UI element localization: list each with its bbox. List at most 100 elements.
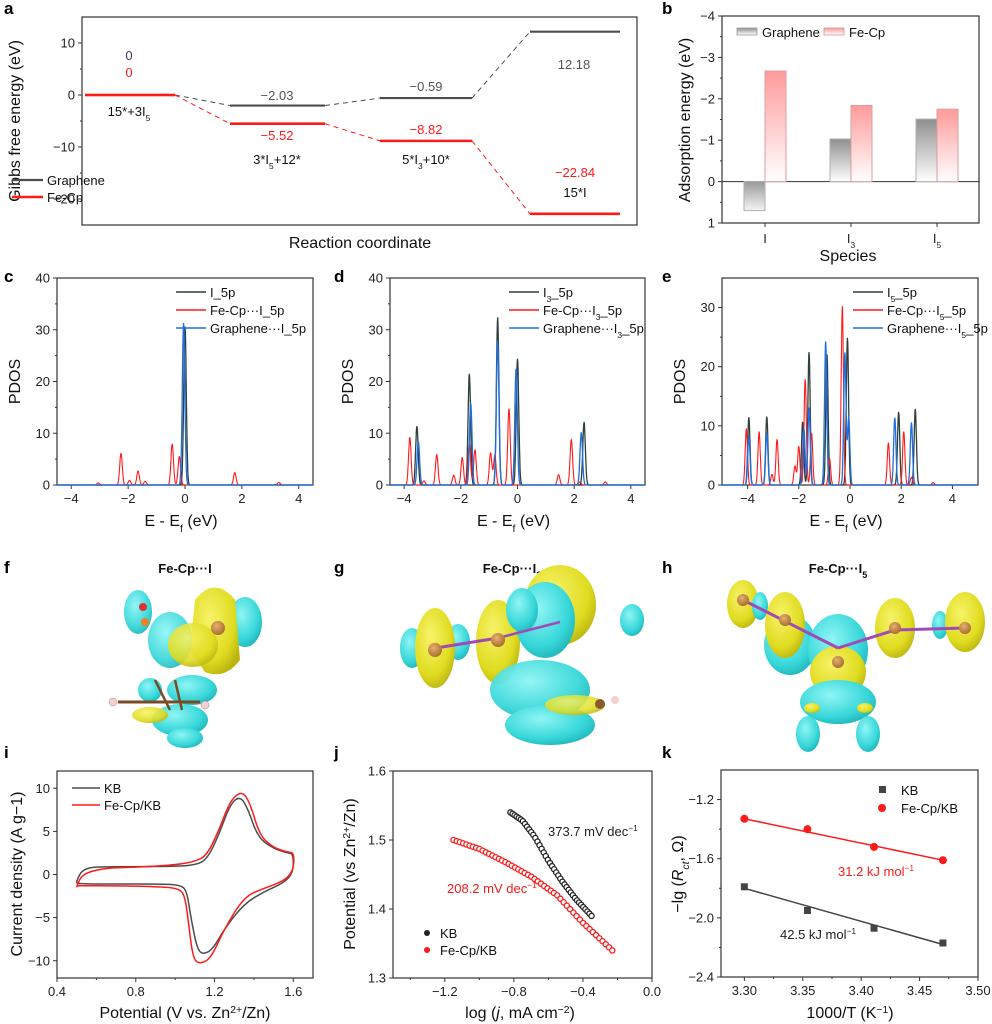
panel-d-ytick-label: 0 xyxy=(376,478,383,493)
legend-label-fecp: Fe-Cp xyxy=(47,190,83,205)
panel-e-xtick-label: −2 xyxy=(791,491,806,506)
panel-letter-i: i xyxy=(4,743,9,762)
panel-i-ytick-label: 10 xyxy=(36,781,50,796)
panel-c-xtick-label: 2 xyxy=(238,491,245,506)
legend-label-graphene: Graphene xyxy=(762,25,820,40)
panel-b-ytick-label: −3 xyxy=(700,50,715,65)
annotation-kb-ea: 42.5 kJ mol−1 xyxy=(780,926,856,942)
legend-label-fecp-kb: Fe-Cp/KB xyxy=(440,943,497,958)
pdos-curve-c-1 xyxy=(56,443,314,486)
panel-c-ylabel: PDOS xyxy=(7,359,24,404)
connector-graphene-1 xyxy=(324,97,381,107)
step-label-0: 15*+3I5 xyxy=(108,104,151,123)
panel-g-isosurface: Fe-Cp···I3 xyxy=(400,561,644,745)
tafel-point-fecp-kb xyxy=(609,947,616,954)
panel-b-xtick-label-I3: I3 xyxy=(847,231,856,250)
panel-a-ytick-label: 10 xyxy=(61,36,75,51)
bar-graphene-I xyxy=(743,181,766,212)
panel-e-xtick-label: 4 xyxy=(949,491,956,506)
iso-title-f: Fe-Cp···I xyxy=(158,561,211,576)
panel-f-isosurface: Fe-Cp···I xyxy=(108,561,262,748)
step-label-1: 3*I5+12* xyxy=(253,152,301,171)
panel-letter-h: h xyxy=(662,558,672,577)
panel-letter-d: d xyxy=(334,267,344,286)
value-label-fecp-3: −22.84 xyxy=(555,165,595,180)
legend-swatch-fecp xyxy=(823,27,845,36)
data-point-kb xyxy=(740,883,748,891)
tafel-point-kb xyxy=(588,912,595,920)
bar-fe-cp-I xyxy=(764,70,787,183)
iso-title-g: Fe-Cp···I3 xyxy=(483,561,541,580)
panel-a-xlabel: Reaction coordinate xyxy=(289,235,431,252)
panel-c-xtick-label: −4 xyxy=(64,491,79,506)
legend-marker-fecp-kb xyxy=(424,947,430,953)
panel-d-legend-label-1: Fe-Cp···I3_5p xyxy=(543,303,622,322)
panel-i-cv: 10 5 0 −5 −10 0.4 0.8 1.2 1.6 Current density (A … xyxy=(9,770,314,1022)
panel-d-ylabel: PDOS xyxy=(340,359,357,404)
legend-label-kb: KB xyxy=(440,926,457,941)
pdos-curve-d-2 xyxy=(389,340,646,486)
panel-e-pdos: 0 10 20 30 −4 −2 0 2 4 PDOS E - Ef (eV) I5_5pFe-Cp·… xyxy=(672,277,988,535)
legend-label-fecp-kb: Fe-Cp/KB xyxy=(901,801,958,816)
panel-d-ytick-label: 30 xyxy=(369,322,383,337)
data-point-kb xyxy=(870,924,878,932)
panel-e-ytick-label: 20 xyxy=(701,359,715,374)
panel-e-xtick-label: 0 xyxy=(846,491,853,506)
panel-a-ytick-label: −10 xyxy=(53,140,75,155)
panel-c-legend-label-0: I_5p xyxy=(210,285,235,300)
panel-b-xtick-label-I: I xyxy=(763,231,767,246)
panel-k-xlabel: 1000/T (K−1) xyxy=(806,1005,893,1023)
fit-line-fecp-kb xyxy=(744,818,944,861)
panel-h-isosurface: Fe-Cp···I5 xyxy=(727,561,985,752)
panel-letter-c: c xyxy=(4,267,13,286)
connector-graphene-2 xyxy=(471,31,531,99)
panel-i-xtick-label: 0.4 xyxy=(48,984,66,999)
panel-e-ytick-label: 30 xyxy=(701,300,715,315)
legend-label-kb: KB xyxy=(901,783,918,798)
panel-j-xtick-label: −0.8 xyxy=(501,984,527,999)
panel-b-ytick-label: −4 xyxy=(700,9,715,24)
panel-c-legend-label-2: Graphene···I_5p xyxy=(210,321,306,336)
bar-graphene-I3 xyxy=(829,138,852,183)
value-label-graphene-0: 0 xyxy=(125,48,132,63)
panel-c-ytick-label: 30 xyxy=(36,322,50,337)
panel-k-frame xyxy=(720,769,979,978)
panel-k-xtick-label: 3.50 xyxy=(965,983,990,998)
pdos-curve-c-2 xyxy=(56,322,314,486)
panel-d-xtick-label: −2 xyxy=(453,491,468,506)
connector-fe-cp-1 xyxy=(324,123,381,142)
panel-i-ylabel: Current density (A g−1) xyxy=(9,792,26,957)
panel-b-xlabel: Species xyxy=(820,248,877,265)
cv-curve-kb xyxy=(75,797,295,954)
panel-d-xtick-label: 4 xyxy=(627,491,634,506)
panel-e-ylabel: PDOS xyxy=(672,359,689,404)
panel-a-ylabel: Gibbs free energy (eV) xyxy=(7,40,24,202)
panel-j-frame xyxy=(392,770,653,979)
panel-b-ytick-label: 0 xyxy=(708,174,715,189)
panel-d-xtick-label: 2 xyxy=(571,491,578,506)
panel-b-ytick-label: −1 xyxy=(700,133,715,148)
panel-i-ytick-label: 5 xyxy=(43,824,50,839)
legend-label-graphene: Graphene xyxy=(47,173,105,188)
panel-d-xlabel: E - Ef (eV) xyxy=(477,513,550,535)
data-point-fecp-kb xyxy=(870,842,879,851)
connector-graphene-0 xyxy=(174,94,231,107)
data-point-kb xyxy=(803,906,811,914)
panel-j-ylabel: Potential (vs Zn2+/Zn) xyxy=(342,798,360,949)
panel-e-legend-label-2: Graphene···I5_5p xyxy=(887,321,988,340)
legend-swatch-graphene xyxy=(736,27,758,36)
step-label-2: 5*I3+10* xyxy=(402,152,450,171)
isosurface-f-image xyxy=(108,587,262,748)
panel-j-ytick-label: 1.6 xyxy=(368,764,386,779)
connector-fe-cp-0 xyxy=(174,94,231,125)
bar-graphene-I5 xyxy=(915,118,938,183)
step-label-3: 15*I xyxy=(563,185,586,200)
panel-i-ytick-label: −5 xyxy=(35,910,50,925)
panel-a-frame xyxy=(81,16,638,226)
panel-k-arrhenius: −1.2 −1.6 −2.0 −2.4 3.30 3.35 3.40 3.45 3.50 −lg … xyxy=(670,769,991,1023)
panel-k-xtick-label: 3.40 xyxy=(849,983,874,998)
panel-k-ytick-label: −2.4 xyxy=(688,970,714,985)
value-label-graphene-1: −2.03 xyxy=(261,88,294,103)
panel-i-xtick-label: 1.6 xyxy=(284,984,302,999)
